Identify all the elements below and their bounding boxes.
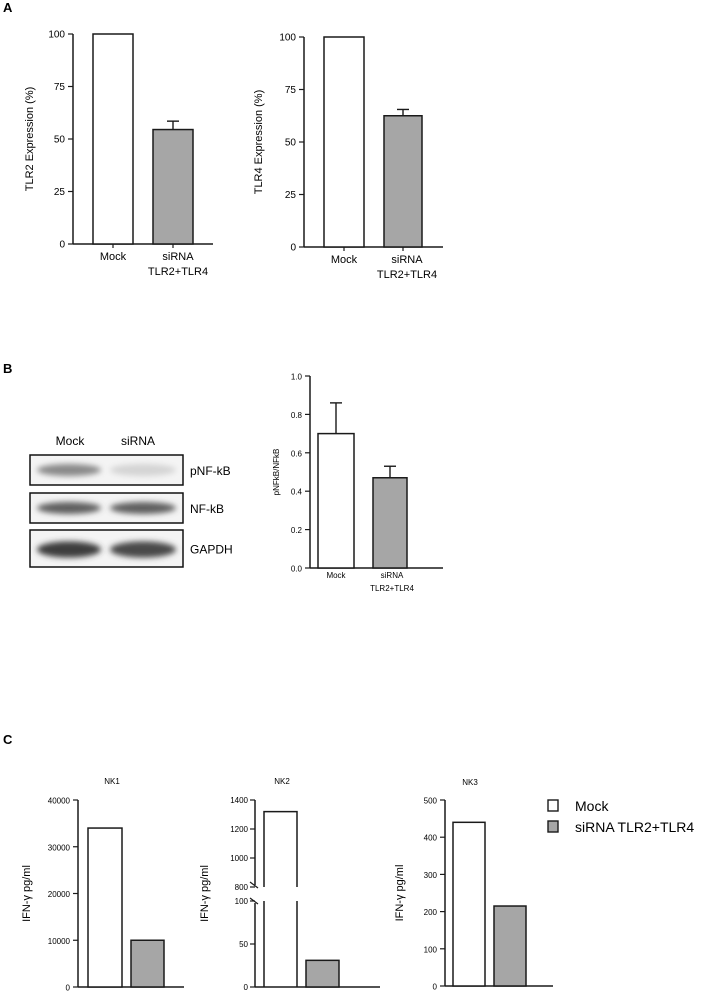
blot-row-label: GAPDH [190,543,233,557]
bar-mock [92,33,134,245]
y-tick-label: 25 [285,190,297,201]
legend-label: siRNA TLR2+TLR4 [575,819,694,835]
y-tick-label: 30000 [48,843,71,852]
chart-title: NK3 [462,778,478,787]
y-tick-label: 50 [239,940,248,949]
y-tick-label: 0 [244,983,249,992]
y-tick-label: 20000 [48,890,71,899]
y-axis-label: IFN-γ pg/ml [394,865,406,922]
y-tick-label: 0.0 [291,565,303,574]
blot-band [37,502,101,514]
y-tick-label: 300 [424,871,438,880]
bar-sirna [493,905,527,987]
axis-break-mark [249,881,259,889]
y-tick-label: 100 [235,897,249,906]
x-category-label: TLR2+TLR4 [377,269,437,281]
chart-title: NK2 [274,777,290,786]
bar-sirna [152,128,194,245]
y-tick-label: 500 [424,797,438,806]
blot-band [110,541,176,558]
blot-row-nf-kb: NF-kB [29,492,224,524]
bar-sirna [383,115,423,248]
blot-row-label: NF-kB [190,502,224,516]
blot-band [110,502,176,514]
x-category-label: TLR2+TLR4 [148,266,208,278]
blot-row-pnf-kb: pNF-kB [29,454,231,486]
x-category-label: Mock [326,571,346,580]
y-tick-label: 0.8 [291,411,303,420]
blot-lane-label: siRNA [121,434,155,448]
bar-mock [87,827,123,988]
y-tick-label: 0.2 [291,526,303,535]
western-blot: Mock siRNA pNF-kB NF-kB GAPDH [29,434,233,568]
bar-sirna [305,959,340,988]
y-tick-label: 50 [54,135,66,146]
y-tick-label: 0.6 [291,449,303,458]
legend-swatch [547,820,559,833]
x-category-label: TLR2+TLR4 [370,584,414,593]
blot-row-gapdh: GAPDH [29,529,233,568]
bar-mock-upper [263,810,298,887]
x-category-label: siRNA [391,254,423,266]
y-tick-label: 75 [285,85,297,96]
blot-band [110,464,176,476]
y-axis-label: TLR2 Expression (%) [24,87,36,192]
bar-sirna [130,939,165,988]
y-tick-label: 10000 [48,937,71,946]
y-tick-label: 200 [424,908,438,917]
y-tick-label: 1000 [230,854,248,863]
y-tick-label: 1.0 [291,373,303,382]
y-tick-label: 0 [290,243,296,254]
x-category-label: siRNA [162,251,194,263]
y-tick-label: 1400 [230,796,248,805]
y-tick-label: 800 [235,883,249,892]
y-tick-label: 75 [54,82,66,93]
x-category-label: Mock [100,251,127,263]
y-axis-label: pNFkB/NFkB [272,449,281,496]
y-tick-label: 0.4 [291,488,303,497]
blot-lane-label: Mock [56,434,86,448]
panel-letter-A: A [3,0,13,15]
y-tick-label: 400 [424,834,438,843]
chart-title: NK1 [104,777,120,786]
x-category-label: Mock [331,254,358,266]
x-category-label: siRNA [381,571,404,580]
chart-b-ratio: 0.0 0.2 0.4 0.6 0.8 1.0 Mock siRNA TLR2+TLR4 pNFk… [272,373,443,593]
panel-letter-C: C [3,732,13,747]
y-tick-label: 100 [279,33,296,44]
bar-mock [323,36,365,248]
legend-swatch [547,799,559,812]
y-axis-label: IFN-γ pg/ml [199,865,211,922]
bar-mock [452,821,486,987]
legend-label: Mock [575,798,609,814]
y-tick-label: 40000 [48,797,71,806]
y-axis-label: IFN-γ pg/ml [21,865,33,922]
y-tick-label: 100 [48,30,65,41]
y-tick-label: 0 [59,240,65,251]
chart-a-tlr2: 0 25 50 75 100 Mock siRNA TLR2+TLR4 TLR2 Express… [24,30,213,278]
bar-mock-lower [263,901,298,987]
blot-band [37,464,101,476]
blot-band [37,541,101,558]
panel-letter-B: B [3,361,12,376]
y-tick-label: 50 [285,138,297,149]
chart-c-nk3: 0 100 200 300 400 500 IFN-γ pg/ml NK3 [394,778,553,992]
y-tick-label: 0 [66,984,71,993]
legend: Mock siRNA TLR2+TLR4 [547,798,694,835]
blot-row-label: pNF-kB [190,464,231,478]
bar-sirna [372,477,408,569]
y-tick-label: 0 [433,983,438,992]
chart-a-tlr4: 0 25 50 75 100 Mock siRNA TLR2+TLR4 TLR4 Express… [253,33,443,281]
y-tick-label: 1200 [230,825,248,834]
y-tick-label: 25 [54,187,66,198]
y-axis-label: TLR4 Expression (%) [253,90,265,195]
bar-mock [317,432,355,569]
chart-c-nk1: 0 10000 20000 30000 40000 IFN-γ pg/ml NK1 [21,777,184,993]
chart-c-nk2: 800 1000 1200 1400 0 50 100 IFN-γ pg/ml NK2 [199,777,380,992]
y-tick-label: 100 [424,945,438,954]
